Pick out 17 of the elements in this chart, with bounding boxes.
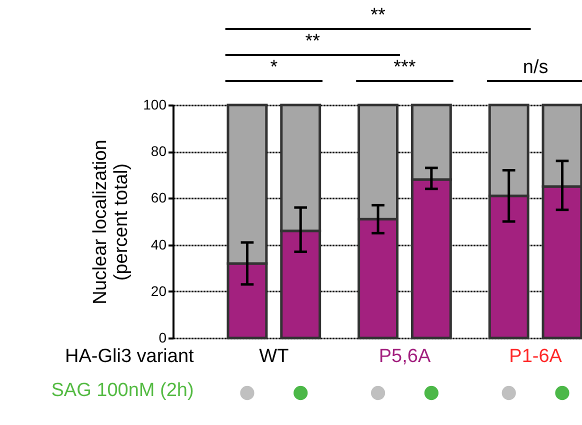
text: n/s <box>522 57 548 78</box>
text: WT <box>259 346 290 367</box>
y-tick-label: 80 <box>150 143 167 160</box>
text: ** <box>305 31 321 52</box>
text: *** <box>394 57 416 78</box>
text: HA-Gli3 variant <box>64 346 195 367</box>
text: ** <box>370 5 386 26</box>
text: P5,6A <box>378 346 431 367</box>
y-tick-label: 40 <box>150 236 167 252</box>
text: P1-6A <box>509 346 562 367</box>
y-tick-label: 0 <box>158 330 167 346</box>
y-tick-label: 60 <box>150 190 167 206</box>
text: * <box>270 57 278 78</box>
y-axis-title: Nuclear localization (percent total) <box>90 140 132 304</box>
y-tick-label: 20 <box>150 282 167 299</box>
y-tick-label: 100 <box>143 96 167 112</box>
text: SAG 100nM (2h) <box>51 380 194 401</box>
